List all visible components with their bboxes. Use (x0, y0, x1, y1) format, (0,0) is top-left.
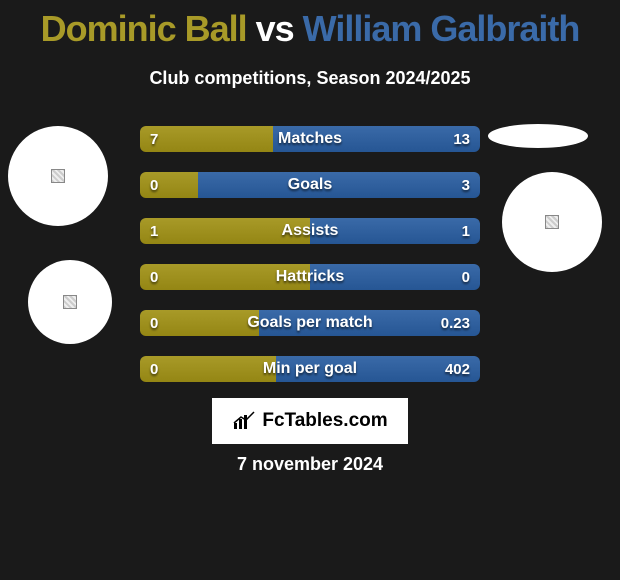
image-placeholder-icon (51, 169, 65, 183)
stat-label: Hattricks (140, 264, 480, 290)
stat-row: 00.23Goals per match (140, 310, 480, 336)
stat-label: Goals per match (140, 310, 480, 336)
watermark-badge: FcTables.com (212, 398, 408, 444)
stat-label: Goals (140, 172, 480, 198)
avatar (488, 124, 588, 148)
stat-row: 11Assists (140, 218, 480, 244)
title-vs: vs (247, 8, 303, 49)
stat-row: 0402Min per goal (140, 356, 480, 382)
title-player1: Dominic Ball (41, 8, 247, 49)
image-placeholder-icon (545, 215, 559, 229)
chart-icon (232, 411, 256, 431)
subtitle: Club competitions, Season 2024/2025 (0, 68, 620, 89)
avatar (502, 172, 602, 272)
comparison-bars: 713Matches 03Goals 11Assists 00Hattricks 00.… (140, 126, 480, 402)
stat-label: Matches (140, 126, 480, 152)
stat-row: 03Goals (140, 172, 480, 198)
stat-row: 713Matches (140, 126, 480, 152)
stat-label: Min per goal (140, 356, 480, 382)
stat-row: 00Hattricks (140, 264, 480, 290)
avatar (28, 260, 112, 344)
image-placeholder-icon (63, 295, 77, 309)
date-label: 7 november 2024 (0, 454, 620, 475)
avatar (8, 126, 108, 226)
stat-label: Assists (140, 218, 480, 244)
page-title: Dominic Ball vs William Galbraith (0, 0, 620, 50)
title-player2: William Galbraith (303, 8, 580, 49)
watermark-text: FcTables.com (262, 410, 387, 432)
